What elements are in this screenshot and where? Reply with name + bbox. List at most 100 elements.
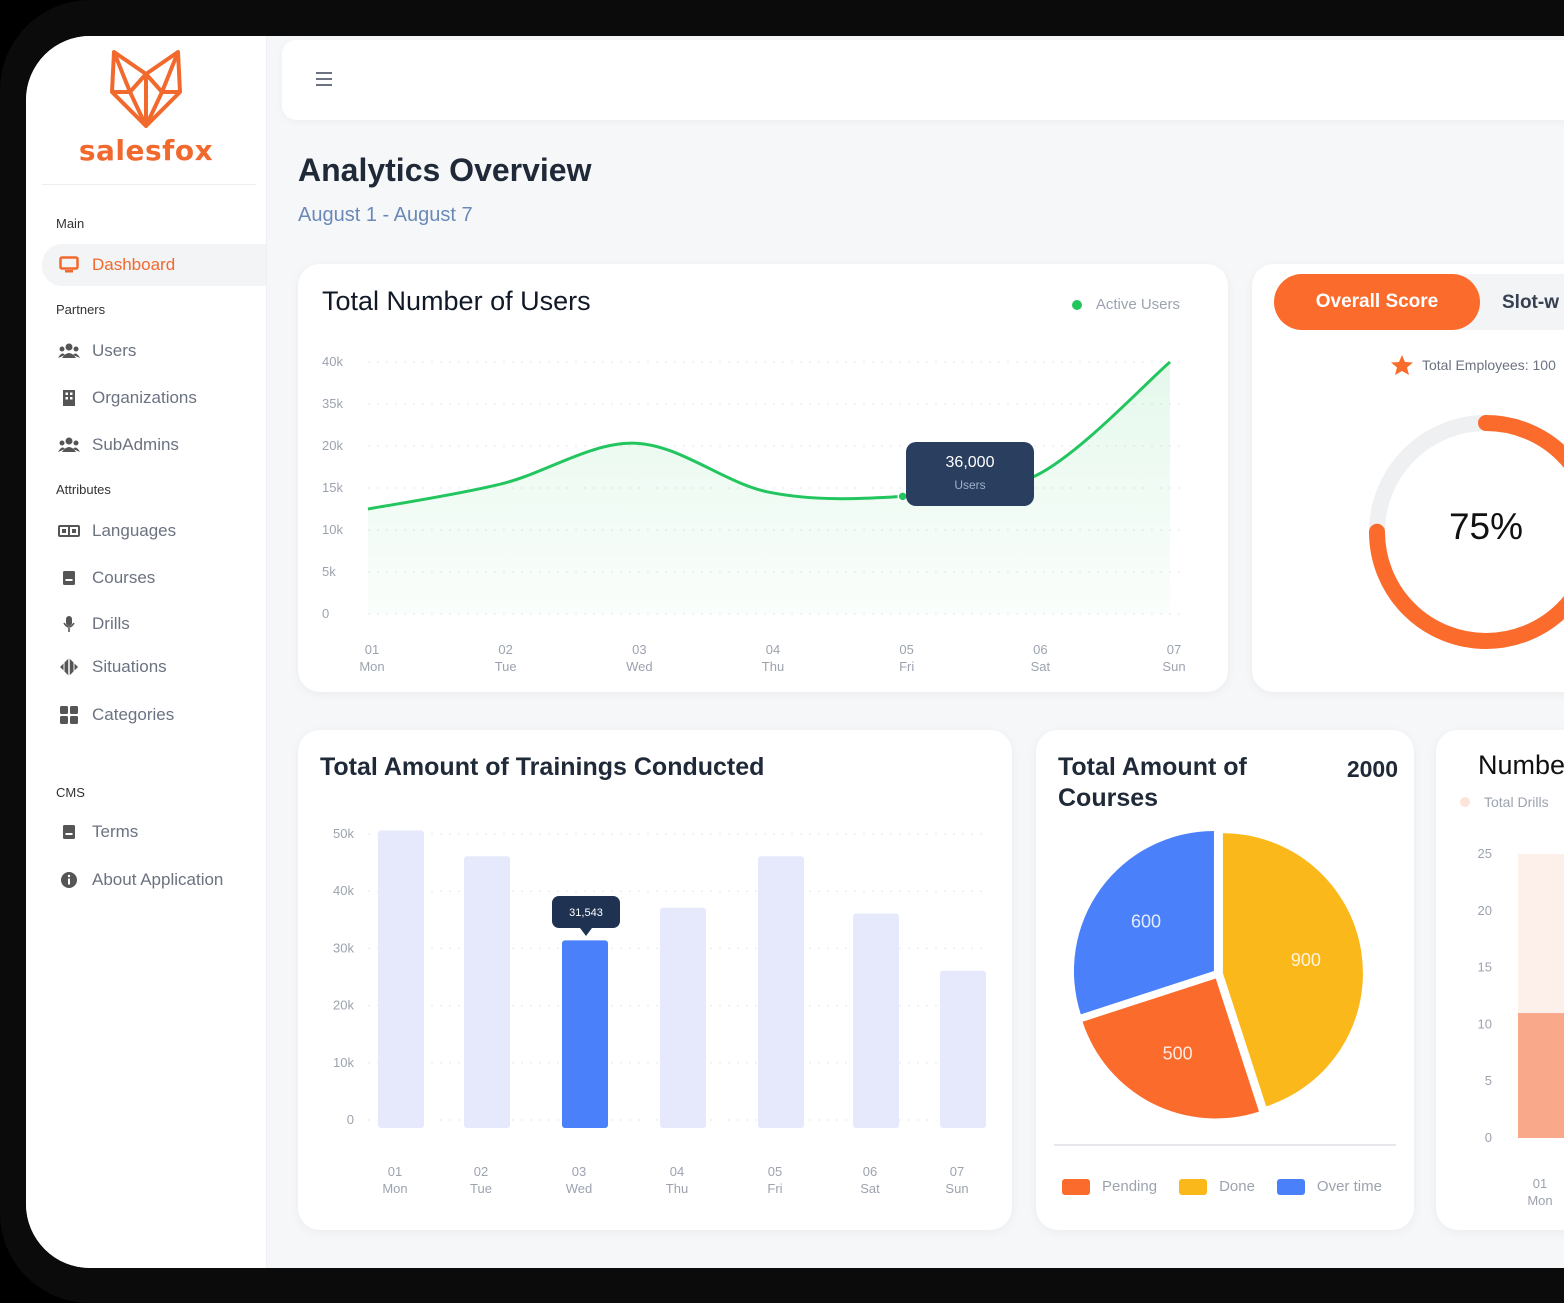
x-tick-day: 04 xyxy=(670,1164,684,1179)
courses-pie-chart: 900 500 600 xyxy=(1073,831,1363,1119)
users-icon xyxy=(58,340,80,362)
y-tick-label: 20 xyxy=(1478,903,1492,918)
sidebar-item-label: Users xyxy=(92,341,137,360)
bar[interactable] xyxy=(940,970,986,1128)
pie-slice[interactable] xyxy=(1082,978,1259,1119)
x-tick-weekday: Thu xyxy=(666,1181,688,1196)
trainings-tooltip: 31,543 xyxy=(552,896,620,936)
x-tick-weekday: Mon xyxy=(359,659,384,674)
x-tick-day: 06 xyxy=(1033,642,1047,657)
users-area-fill xyxy=(368,362,1170,614)
pie-value-label: 600 xyxy=(1131,912,1161,932)
y-tick-label: 20k xyxy=(333,998,354,1013)
legend-dot-icon xyxy=(1460,797,1470,807)
bar[interactable] xyxy=(378,830,424,1128)
hamburger-icon[interactable] xyxy=(316,72,332,88)
sidebar-item-users[interactable]: Users xyxy=(42,330,266,372)
y-tick-label: 0 xyxy=(322,606,329,621)
users-chart-legend: Active Users xyxy=(1071,296,1180,313)
trainings-chart-title: Total Amount of Trainings Conducted xyxy=(320,753,765,781)
star-icon xyxy=(1391,355,1413,375)
sidebar-item-categories[interactable]: Categories xyxy=(42,694,266,736)
bar[interactable] xyxy=(464,856,510,1128)
y-tick-label: 10 xyxy=(1478,1016,1492,1031)
tab-overall-score[interactable]: Overall Score xyxy=(1274,274,1480,330)
y-tick-label: 0 xyxy=(347,1112,354,1127)
bar[interactable] xyxy=(1518,1013,1564,1138)
x-tick-weekday: Sun xyxy=(1162,659,1185,674)
x-tick-weekday: Sun xyxy=(945,1181,968,1196)
users-icon xyxy=(58,434,80,456)
logo-divider xyxy=(42,184,256,185)
y-tick-label: 5k xyxy=(322,564,336,579)
sidebar-item-about-application[interactable]: About Application xyxy=(42,859,266,901)
sidebar-item-courses[interactable]: Courses xyxy=(42,557,266,599)
users-tooltip: 36,000 Users xyxy=(906,442,1034,506)
legend-label-over-time: Over time xyxy=(1316,1178,1382,1195)
y-tick-label: 35k xyxy=(322,396,343,411)
total-employees: Total Employees: 100 xyxy=(1390,354,1556,376)
brand-logo[interactable]: salesfox xyxy=(26,48,266,188)
x-tick-weekday: Thu xyxy=(762,659,784,674)
book-icon xyxy=(58,567,80,589)
sidebar-item-organizations[interactable]: Organizations xyxy=(42,377,266,419)
sidebar-item-dashboard[interactable]: Dashboard xyxy=(42,244,266,286)
y-tick-label: 10k xyxy=(322,522,343,537)
courses-title-line-1: Total Amount of xyxy=(1058,753,1247,781)
legend-label-pending: Pending xyxy=(1102,1178,1158,1195)
page-title: Analytics Overview xyxy=(298,152,592,188)
users-chart-title: Total Number of Users xyxy=(322,286,591,316)
sidebar-item-label: Situations xyxy=(92,657,167,676)
x-tick-weekday: Tue xyxy=(495,659,517,674)
tooltip-box xyxy=(552,896,620,928)
pie-slice[interactable] xyxy=(1222,833,1363,1107)
courses-chart-card: Total Amount of Courses 2000 900 500 600 P… xyxy=(1036,730,1414,1230)
x-tick-day: 05 xyxy=(768,1164,782,1179)
bar[interactable] xyxy=(660,907,706,1128)
drills-chart-card: Numbe Total Drills 25 20 15 10 5 0 01 Mon xyxy=(1436,730,1564,1230)
sidebar-item-label: Drills xyxy=(92,614,130,633)
x-tick-weekday: Fri xyxy=(899,659,914,674)
sidebar-item-terms[interactable]: Terms xyxy=(42,811,266,853)
legend-swatch-done xyxy=(1179,1178,1208,1195)
x-tick-day: 01 xyxy=(1533,1176,1547,1191)
sidebar: salesfox Main Dashboard Partners Users O… xyxy=(26,36,267,1268)
sidebar-item-label: Languages xyxy=(92,521,177,540)
tooltip-label: Users xyxy=(954,478,986,492)
trainings-chart-card: Total Amount of Trainings Conducted 50k 4… xyxy=(298,730,1012,1230)
sidebar-item-label: Organizations xyxy=(92,388,197,407)
sidebar-item-subadmins[interactable]: SubAdmins xyxy=(42,424,266,466)
y-tick-label: 10k xyxy=(333,1055,354,1070)
drills-chart-title: Numbe xyxy=(1478,750,1564,780)
app-screen: salesfox Main Dashboard Partners Users O… xyxy=(26,36,1564,1268)
courses-chart-title: Total Amount of Courses xyxy=(1058,752,1247,814)
score-card: Overall Score Slot-w Total Employees: 10… xyxy=(1252,264,1564,692)
y-tick-label: 50k xyxy=(333,826,354,841)
tab-slot-wise[interactable]: Slot-w xyxy=(1502,292,1559,313)
bar[interactable] xyxy=(562,940,608,1128)
pie-slice[interactable] xyxy=(1073,831,1214,1015)
section-label-attributes: Attributes xyxy=(56,482,111,497)
sidebar-item-languages[interactable]: Languages xyxy=(42,510,266,552)
section-label-cms: CMS xyxy=(56,785,85,800)
bar[interactable] xyxy=(758,856,804,1128)
sidebar-item-label: Categories xyxy=(92,705,175,724)
legend-swatch-pending xyxy=(1062,1178,1090,1195)
x-tick-day: 07 xyxy=(950,1164,964,1179)
sidebar-item-label: Courses xyxy=(92,568,156,587)
courses-total: 2000 xyxy=(1346,756,1398,782)
sidebar-item-situations[interactable]: Situations xyxy=(42,646,266,688)
bar[interactable] xyxy=(853,913,899,1129)
sidebar-item-drills[interactable]: Drills xyxy=(42,603,266,645)
x-tick-day: 06 xyxy=(863,1164,877,1179)
courses-legend: Pending Done Over time xyxy=(1062,1178,1382,1195)
trainings-bar-chart: 50k 40k 30k 20k 10k 0 01 Mon 02 Tue 03 Wed 04 Thu 05 F… xyxy=(333,826,988,1196)
total-employees-label: Total Employees: 100 xyxy=(1422,357,1556,373)
sidebar-item-label: About Application xyxy=(92,870,224,889)
top-bar xyxy=(282,40,1564,120)
tooltip-pointer xyxy=(580,928,592,936)
x-tick-day: 01 xyxy=(388,1164,402,1179)
section-label-main: Main xyxy=(56,216,85,231)
x-tick-day: 02 xyxy=(474,1164,488,1179)
sidebar-item-label: SubAdmins xyxy=(92,435,179,454)
